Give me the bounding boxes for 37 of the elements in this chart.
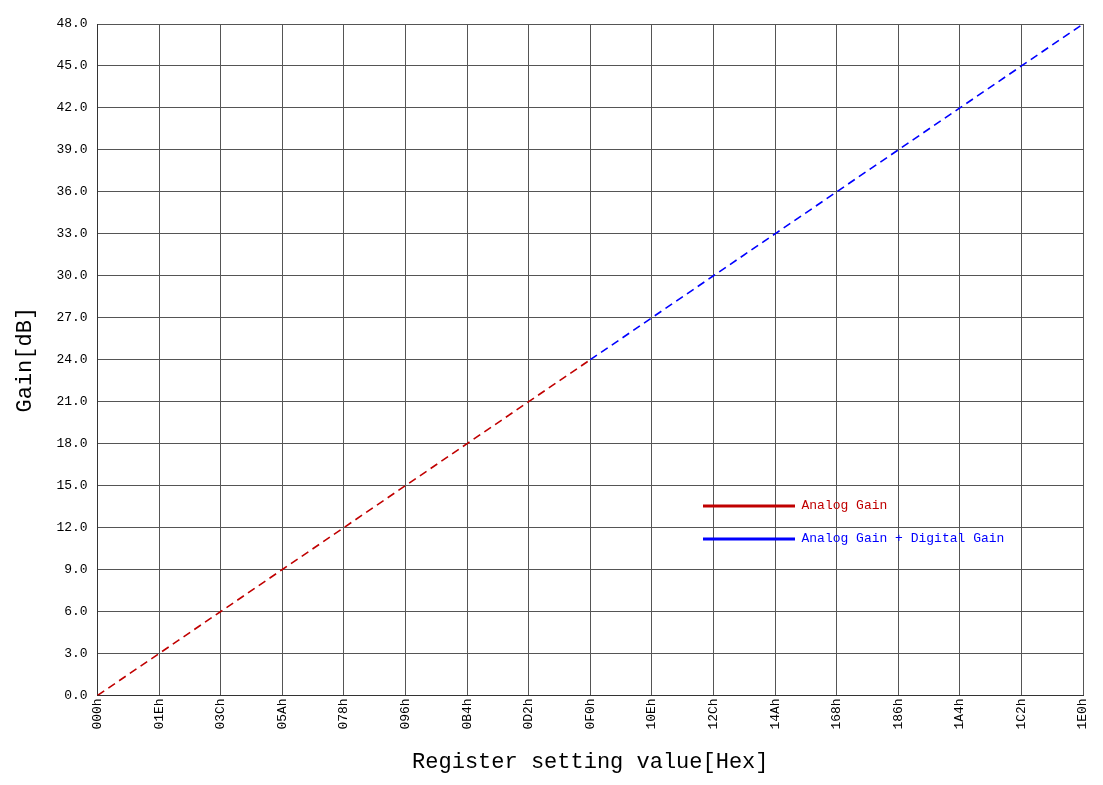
y-tick-label: 3.0 bbox=[64, 645, 88, 661]
x-tick-label: 078h bbox=[336, 698, 352, 730]
x-tick-label: 0D2h bbox=[521, 698, 537, 730]
y-tick-label: 39.0 bbox=[56, 142, 88, 158]
x-tick-label: 186h bbox=[890, 698, 906, 730]
y-tick-label: 15.0 bbox=[56, 478, 88, 494]
y-tick-label: 33.0 bbox=[56, 226, 88, 242]
y-tick-label: 36.0 bbox=[56, 184, 88, 200]
x-tick-label: 168h bbox=[829, 698, 845, 730]
y-tick-label: 6.0 bbox=[64, 603, 88, 619]
x-tick-label: 01Eh bbox=[151, 698, 167, 730]
y-tick-label: 42.0 bbox=[56, 100, 88, 116]
y-tick-label: 18.0 bbox=[56, 436, 88, 452]
x-tick-label: 096h bbox=[397, 698, 413, 730]
y-tick-label: 9.0 bbox=[64, 561, 88, 577]
y-tick-label: 27.0 bbox=[56, 310, 88, 326]
x-tick-label: 1C2h bbox=[1013, 698, 1029, 730]
x-tick-label: 05Ah bbox=[274, 698, 290, 730]
x-tick-label: 1A4h bbox=[952, 698, 968, 730]
x-tick-label: 03Ch bbox=[213, 698, 229, 730]
y-tick-label: 48.0 bbox=[56, 16, 88, 32]
y-tick-label: 12.0 bbox=[56, 519, 88, 535]
x-tick-label: 0F0h bbox=[582, 698, 598, 730]
y-tick-label: 30.0 bbox=[56, 268, 88, 284]
x-tick-label: 14Ah bbox=[767, 698, 783, 730]
x-tick-label: 1E0h bbox=[1075, 698, 1091, 730]
x-tick-label: 12Ch bbox=[705, 698, 721, 730]
y-tick-label: 21.0 bbox=[56, 394, 88, 410]
x-tick-label: 000h bbox=[90, 698, 106, 730]
y-tick-label: 0.0 bbox=[64, 687, 88, 703]
y-tick-label: 45.0 bbox=[56, 58, 88, 74]
line-series bbox=[589, 24, 1084, 361]
x-tick-label: 0B4h bbox=[459, 698, 475, 730]
y-axis-title: Gain[dB] bbox=[13, 306, 39, 413]
y-tick-label: 24.0 bbox=[56, 352, 88, 368]
x-axis-title: Register setting value[Hex] bbox=[412, 749, 769, 775]
x-tick-label: 10Eh bbox=[644, 698, 660, 730]
